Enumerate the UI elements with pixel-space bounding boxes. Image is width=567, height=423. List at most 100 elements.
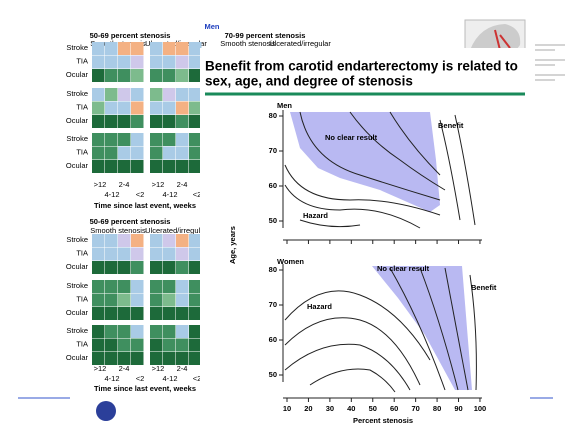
cell — [92, 234, 105, 247]
cell — [176, 293, 189, 307]
cell — [150, 307, 163, 320]
cell — [176, 88, 189, 101]
cell — [105, 280, 118, 293]
ulcerated-label: Ulcerated/irregular — [145, 226, 207, 235]
cell — [176, 115, 189, 128]
cell — [163, 133, 176, 146]
cell — [163, 234, 176, 247]
x-tick-label: 60 — [390, 404, 398, 413]
plot: 50 60 70 80 50 60 70 80 10 20 30 40 50 60 70 80 90 100 Men… — [228, 101, 497, 423]
cell — [189, 42, 202, 55]
row-label: Stroke — [66, 281, 88, 290]
cell — [92, 160, 105, 173]
cell — [105, 42, 118, 55]
cell — [131, 307, 144, 320]
cell — [131, 234, 144, 247]
x-tick-label: 90 — [454, 404, 462, 413]
cell — [150, 160, 163, 173]
smooth-label: Smooth stenosis — [90, 226, 146, 235]
cell — [176, 280, 189, 293]
panel-label: Men — [277, 101, 292, 110]
grid-blocks: Stroke TIA Ocular Stroke TIA Ocular Stroke TIA O… — [66, 42, 202, 393]
cell — [150, 338, 163, 352]
cell — [92, 247, 105, 261]
cell — [163, 88, 176, 101]
cell — [92, 146, 105, 160]
col-label: 4-12 — [162, 190, 177, 199]
cell — [150, 146, 163, 160]
col-label: 2-4 — [177, 364, 188, 373]
cell — [131, 338, 144, 352]
cell — [118, 160, 131, 173]
tiny-text — [535, 44, 565, 81]
cell — [92, 293, 105, 307]
cell — [92, 42, 105, 55]
cell — [189, 69, 202, 82]
col-label: 4-12 — [162, 374, 177, 383]
cell — [105, 307, 118, 320]
cell — [118, 234, 131, 247]
region-label: No clear result — [325, 133, 378, 142]
cell — [118, 338, 131, 352]
cell — [150, 101, 163, 115]
cell — [105, 55, 118, 69]
cell — [131, 261, 144, 274]
y-tick-label: 70 — [269, 300, 277, 309]
cell — [189, 160, 202, 173]
cell — [176, 338, 189, 352]
row-label: Stroke — [66, 43, 88, 52]
lower-title: 50-69 percent stenosis — [90, 217, 171, 226]
cell — [105, 293, 118, 307]
cell — [131, 325, 144, 338]
cell — [118, 69, 131, 82]
shaded-region — [290, 112, 440, 212]
cell — [118, 261, 131, 274]
cell — [163, 69, 176, 82]
cell — [163, 293, 176, 307]
cell — [150, 115, 163, 128]
cell — [189, 352, 202, 365]
smooth-label: Smooth stenosis — [220, 39, 276, 48]
cell — [150, 293, 163, 307]
slide-title: sex, age, and degree of stenosis — [205, 74, 413, 89]
cell — [163, 160, 176, 173]
cell — [92, 115, 105, 128]
logo — [96, 401, 116, 421]
cell — [131, 146, 144, 160]
cell — [118, 88, 131, 101]
x-tick-label: 50 — [369, 404, 377, 413]
row-label: Stroke — [66, 89, 88, 98]
y-axis-title: Age, years — [228, 226, 237, 264]
cell — [150, 280, 163, 293]
col-label: <2 — [136, 190, 145, 199]
y-tick-label: 60 — [269, 181, 277, 190]
y-tick-label: 70 — [269, 146, 277, 155]
cell — [92, 55, 105, 69]
cell — [176, 325, 189, 338]
cell — [189, 261, 202, 274]
cell — [131, 69, 144, 82]
cell — [131, 115, 144, 128]
cell — [105, 261, 118, 274]
cell — [92, 352, 105, 365]
row-label: TIA — [76, 102, 88, 111]
x-tick-label: 70 — [411, 404, 419, 413]
cell — [163, 101, 176, 115]
row-label: Ocular — [66, 161, 89, 170]
cell — [176, 101, 189, 115]
cell — [176, 261, 189, 274]
cell — [131, 160, 144, 173]
cell — [189, 101, 202, 115]
cell — [131, 55, 144, 69]
cell — [105, 160, 118, 173]
cell — [189, 146, 202, 160]
cell — [176, 160, 189, 173]
axis-title: Time since last event, weeks — [94, 384, 196, 393]
x-tick-label: 20 — [304, 404, 312, 413]
cell — [92, 88, 105, 101]
cell — [189, 280, 202, 293]
x-tick-label: 80 — [433, 404, 441, 413]
legend-right: 70-99 percent stenosis — [225, 31, 306, 40]
col-label: 2-4 — [177, 180, 188, 189]
